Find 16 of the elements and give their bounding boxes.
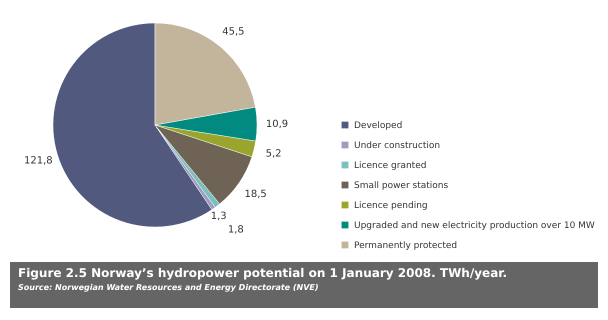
data-label: 10,9 — [266, 118, 288, 130]
legend-label: Licence granted — [354, 161, 426, 171]
data-label: 18,5 — [244, 188, 267, 200]
data-label: 5,2 — [266, 148, 282, 160]
legend-label: Licence pending — [354, 201, 428, 211]
source-note: Source: Norwegian Water Resources and Energy Directorate (NVE) — [18, 283, 320, 292]
legend-label: Small power stations — [354, 181, 449, 191]
text: Figure 2.5 Norway’s hydropower potential on 1 January 2008. TWh/year. — [18, 266, 508, 280]
legend-label: Under construction — [354, 141, 440, 151]
legend-label: Developed — [354, 121, 402, 131]
data-label: 121,8 — [24, 156, 53, 167]
legend-label: Permanently protected — [354, 241, 458, 251]
data-label: 1,3 — [210, 210, 227, 222]
data-label: 1,8 — [228, 224, 244, 236]
data-label: 45,5 — [222, 26, 244, 38]
legend-label: Upgraded and new electricity production over 10 MW — [354, 221, 595, 231]
